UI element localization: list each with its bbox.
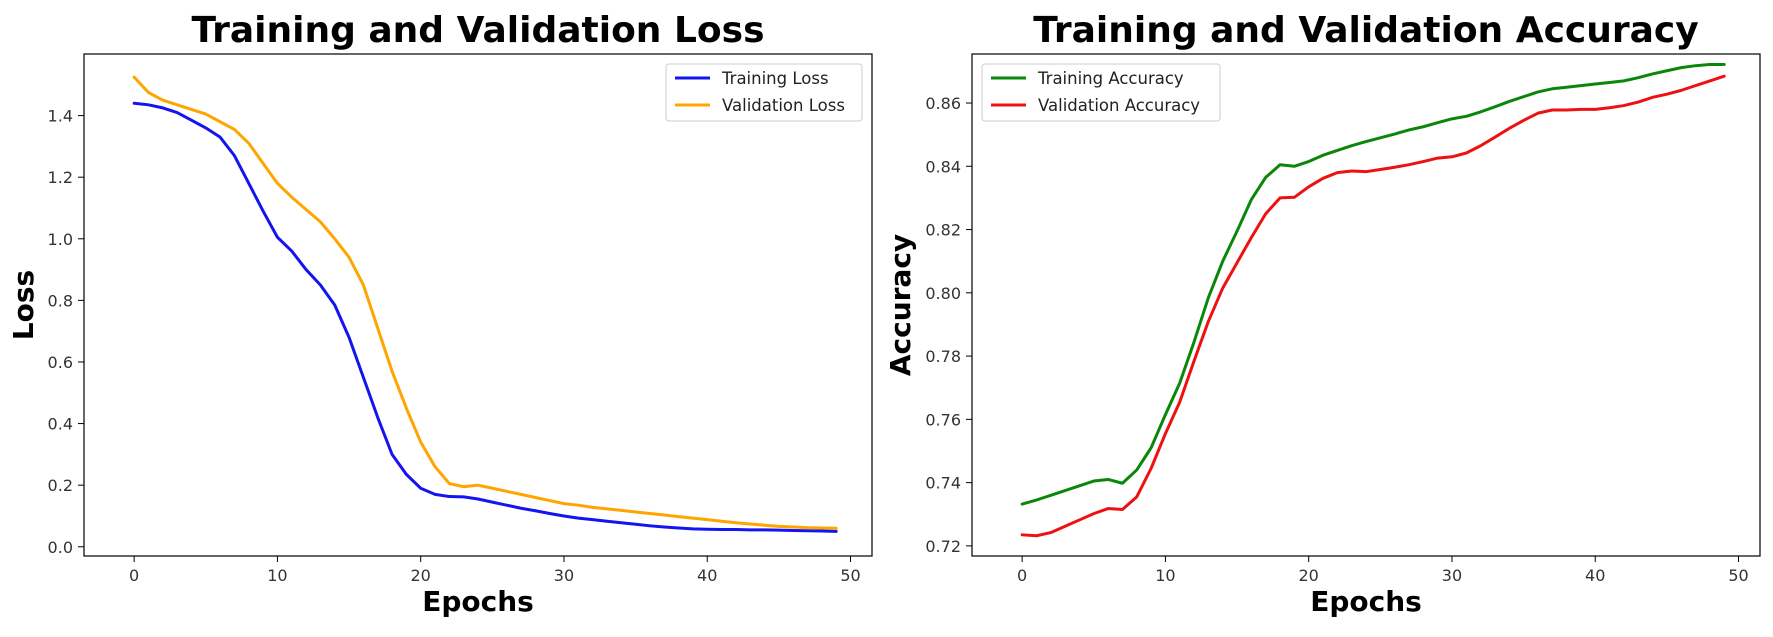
x-tick-label: 0: [129, 566, 139, 585]
y-tick-label: 0.80: [925, 284, 961, 303]
y-tick-label: 1.4: [48, 107, 73, 126]
accuracy-chart-xlabel: Epochs: [1310, 585, 1422, 618]
y-tick-label: 0.72: [925, 537, 961, 556]
y-tick-label: 0.84: [925, 157, 961, 176]
loss-chart-ticks: 0 10 20 30 40 50 0.0 0.2 0.4 0.6 0.8 1.0 1.2 1.4: [48, 107, 861, 585]
accuracy-legend-box: [981, 63, 1221, 122]
accuracy-chart-title: Training and Validation Accuracy: [1033, 10, 1699, 51]
x-tick-label: 30: [554, 566, 574, 585]
accuracy-chart-ylabel: Accuracy: [884, 234, 917, 376]
x-tick-label: 10: [1155, 566, 1175, 585]
x-tick-label: 20: [1299, 566, 1319, 585]
training-accuracy-line: [1020, 62, 1726, 506]
accuracy-chart-frame: [971, 53, 1761, 557]
x-tick-label: 30: [1442, 566, 1462, 585]
accuracy-chart: Training and Validation Accuracy 0 10 20 30…: [884, 10, 1761, 618]
loss-legend-box: [665, 63, 863, 122]
y-tick-label: 1.2: [48, 168, 73, 187]
loss-chart-frame: [83, 53, 873, 557]
y-tick-label: 0.86: [925, 94, 961, 113]
x-tick-label: 20: [411, 566, 431, 585]
x-tick-label: 40: [697, 566, 717, 585]
y-tick-label: 0.0: [48, 538, 73, 557]
legend-label-validation-accuracy: Validation Accuracy: [1038, 96, 1200, 115]
legend-label-training-loss: Training Loss: [721, 69, 829, 88]
legend-label-training-accuracy: Training Accuracy: [1037, 69, 1184, 88]
y-tick-label: 0.8: [48, 291, 73, 310]
x-tick-label: 10: [267, 566, 287, 585]
accuracy-chart-lines: [1020, 62, 1726, 538]
validation-accuracy-line: [1020, 74, 1726, 538]
y-tick-label: 0.76: [925, 410, 961, 429]
loss-chart: Training and Validation Loss 0 10 20 30 40 50…: [7, 10, 873, 618]
y-tick-label: 0.4: [48, 415, 73, 434]
x-tick-label: 0: [1017, 566, 1027, 585]
y-tick-label: 0.82: [925, 221, 961, 240]
x-tick-label: 50: [1728, 566, 1748, 585]
validation-loss-line: [132, 75, 838, 530]
y-tick-label: 0.6: [48, 353, 73, 372]
y-tick-label: 0.78: [925, 347, 961, 366]
y-tick-label: 0.2: [48, 476, 73, 495]
accuracy-chart-ticks: 0 10 20 30 40 50 0.72 0.74 0.76 0.78 0.80 0.82 0.84 0…: [925, 94, 1748, 585]
legend-label-validation-loss: Validation Loss: [722, 96, 845, 115]
loss-chart-xlabel: Epochs: [422, 585, 534, 618]
loss-chart-legend: Training Loss Validation Loss: [665, 63, 863, 122]
training-loss-line: [132, 101, 838, 533]
y-tick-label: 0.74: [925, 474, 961, 493]
y-tick-label: 1.0: [48, 230, 73, 249]
x-tick-label: 40: [1585, 566, 1605, 585]
loss-chart-ylabel: Loss: [7, 270, 40, 340]
x-tick-label: 50: [840, 566, 860, 585]
loss-chart-lines: [132, 75, 838, 533]
accuracy-chart-legend: Training Accuracy Validation Accuracy: [981, 63, 1221, 122]
loss-chart-title: Training and Validation Loss: [191, 10, 764, 51]
